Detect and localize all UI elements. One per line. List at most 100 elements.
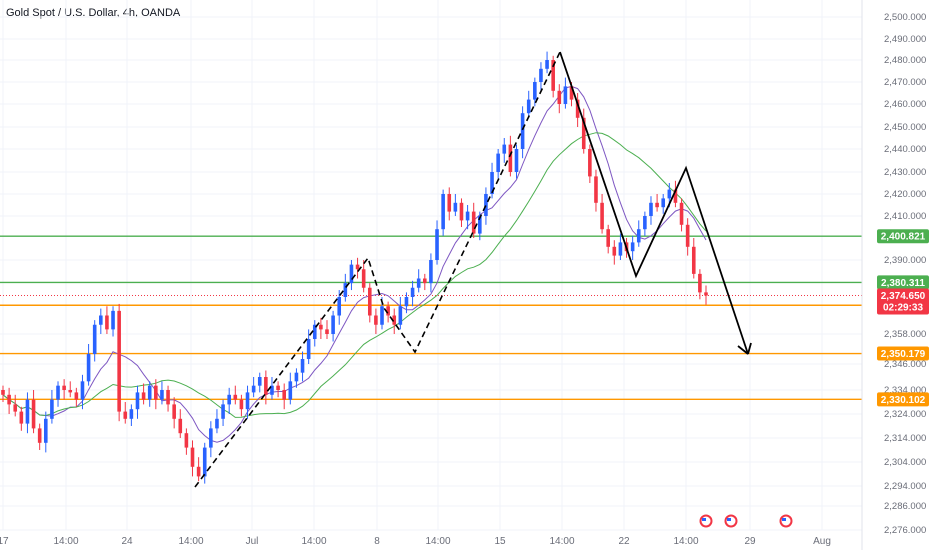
candle-body bbox=[441, 194, 445, 230]
y-tick-label: 2,346.000 bbox=[884, 359, 926, 370]
candle-body bbox=[325, 329, 329, 334]
candle-body bbox=[539, 68, 543, 82]
symbol-title: Gold Spot / U.S. Dollar, 4h, OANDA bbox=[6, 7, 181, 19]
candle-body bbox=[7, 394, 11, 405]
candle-body bbox=[117, 310, 121, 412]
x-tick-label: 29 bbox=[744, 536, 756, 547]
candle-body bbox=[50, 399, 54, 419]
candle-body bbox=[80, 381, 85, 400]
level-badge bbox=[877, 229, 929, 244]
level-badge bbox=[877, 392, 929, 407]
candle-body bbox=[154, 385, 158, 400]
candle-body bbox=[257, 377, 262, 386]
candle-body bbox=[429, 260, 433, 284]
candle-body bbox=[361, 269, 366, 288]
candle-body bbox=[43, 418, 48, 443]
level-badge bbox=[877, 275, 929, 290]
candle-body bbox=[398, 306, 403, 325]
candle-body bbox=[502, 144, 507, 154]
candle-body bbox=[698, 273, 702, 293]
candle-body bbox=[319, 324, 323, 330]
y-tick-label: 2,334.000 bbox=[884, 385, 926, 396]
candle-body bbox=[111, 310, 115, 330]
y-tick-label: 2,410.000 bbox=[884, 211, 926, 222]
candle-body bbox=[520, 113, 525, 149]
candle-body bbox=[68, 390, 73, 393]
candle-body bbox=[337, 297, 342, 316]
candle-body bbox=[496, 153, 500, 172]
candle-body bbox=[276, 385, 280, 390]
candle-body bbox=[490, 172, 494, 194]
us-flag-icon-canton bbox=[702, 518, 706, 521]
candle-body bbox=[294, 372, 299, 382]
candle-body bbox=[612, 246, 617, 256]
candle-body bbox=[233, 394, 238, 400]
candle-body bbox=[270, 385, 274, 395]
candle-body bbox=[312, 324, 317, 339]
candle-body bbox=[349, 264, 354, 284]
moving-averages bbox=[2, 85, 707, 443]
candle-body bbox=[25, 399, 30, 424]
candle-body bbox=[410, 287, 415, 297]
y-tick-label: 2,294.000 bbox=[884, 481, 926, 492]
candle-body bbox=[19, 411, 24, 424]
candle-body bbox=[667, 189, 672, 199]
x-tick-label: 24 bbox=[121, 536, 133, 547]
candle-body bbox=[331, 315, 335, 334]
candles bbox=[1, 51, 708, 484]
candle-body bbox=[471, 211, 476, 234]
candle-body bbox=[704, 292, 708, 296]
candle-body bbox=[569, 86, 574, 100]
candle-body bbox=[147, 385, 152, 400]
current-price-label: 2,374.650 bbox=[881, 291, 926, 302]
x-tick-label: 14:00 bbox=[178, 536, 203, 547]
candle-body bbox=[343, 283, 348, 297]
y-tick-label: 2,490.000 bbox=[884, 34, 926, 45]
y-tick-label: 2,390.000 bbox=[884, 255, 926, 266]
candle-body bbox=[209, 428, 213, 448]
candle-body bbox=[484, 194, 488, 216]
candle-body bbox=[643, 216, 647, 230]
candle-body bbox=[202, 447, 207, 477]
candle-body bbox=[606, 229, 610, 247]
x-tick-label: 14:00 bbox=[425, 536, 450, 547]
candle-body bbox=[367, 287, 372, 316]
x-tick-label: 14:00 bbox=[53, 536, 78, 547]
y-tick-label: 2,304.000 bbox=[884, 457, 926, 468]
candle-body bbox=[478, 216, 482, 234]
candle-body bbox=[575, 99, 580, 118]
x-tick-label: 14:00 bbox=[301, 536, 326, 547]
y-tick-label: 2,500.000 bbox=[884, 12, 926, 23]
candle-body bbox=[380, 306, 384, 325]
candle-body bbox=[172, 404, 176, 419]
candle-body bbox=[288, 381, 293, 400]
candle-body bbox=[221, 404, 225, 419]
candle-body bbox=[355, 264, 360, 270]
level-badge-label: 2,400.821 bbox=[881, 232, 926, 243]
candle-body bbox=[594, 176, 598, 203]
candle-body bbox=[526, 99, 531, 114]
candle-body bbox=[62, 385, 66, 390]
candle-body bbox=[423, 278, 427, 284]
x-tick-label: 8 bbox=[374, 536, 380, 547]
candle-body bbox=[190, 447, 195, 467]
candle-body bbox=[184, 433, 189, 448]
candle-body bbox=[459, 202, 464, 221]
candle-body bbox=[514, 149, 519, 172]
candle-body bbox=[74, 392, 79, 400]
y-tick-label: 2,314.000 bbox=[884, 433, 926, 444]
candle-body bbox=[99, 315, 103, 325]
y-tick-label: 2,430.000 bbox=[884, 167, 926, 178]
candle-body bbox=[649, 202, 653, 216]
candle-body bbox=[386, 306, 390, 316]
y-tick-label: 2,440.000 bbox=[884, 144, 926, 155]
candle-body bbox=[13, 404, 18, 412]
candle-body bbox=[661, 198, 666, 208]
dashed-trend-line bbox=[194, 51, 561, 488]
candle-body bbox=[123, 411, 128, 419]
level-badge-label: 2,380.311 bbox=[881, 278, 925, 289]
candle-body bbox=[135, 392, 140, 410]
countdown-label: 02:29:33 bbox=[883, 302, 923, 313]
candle-body bbox=[282, 390, 286, 400]
